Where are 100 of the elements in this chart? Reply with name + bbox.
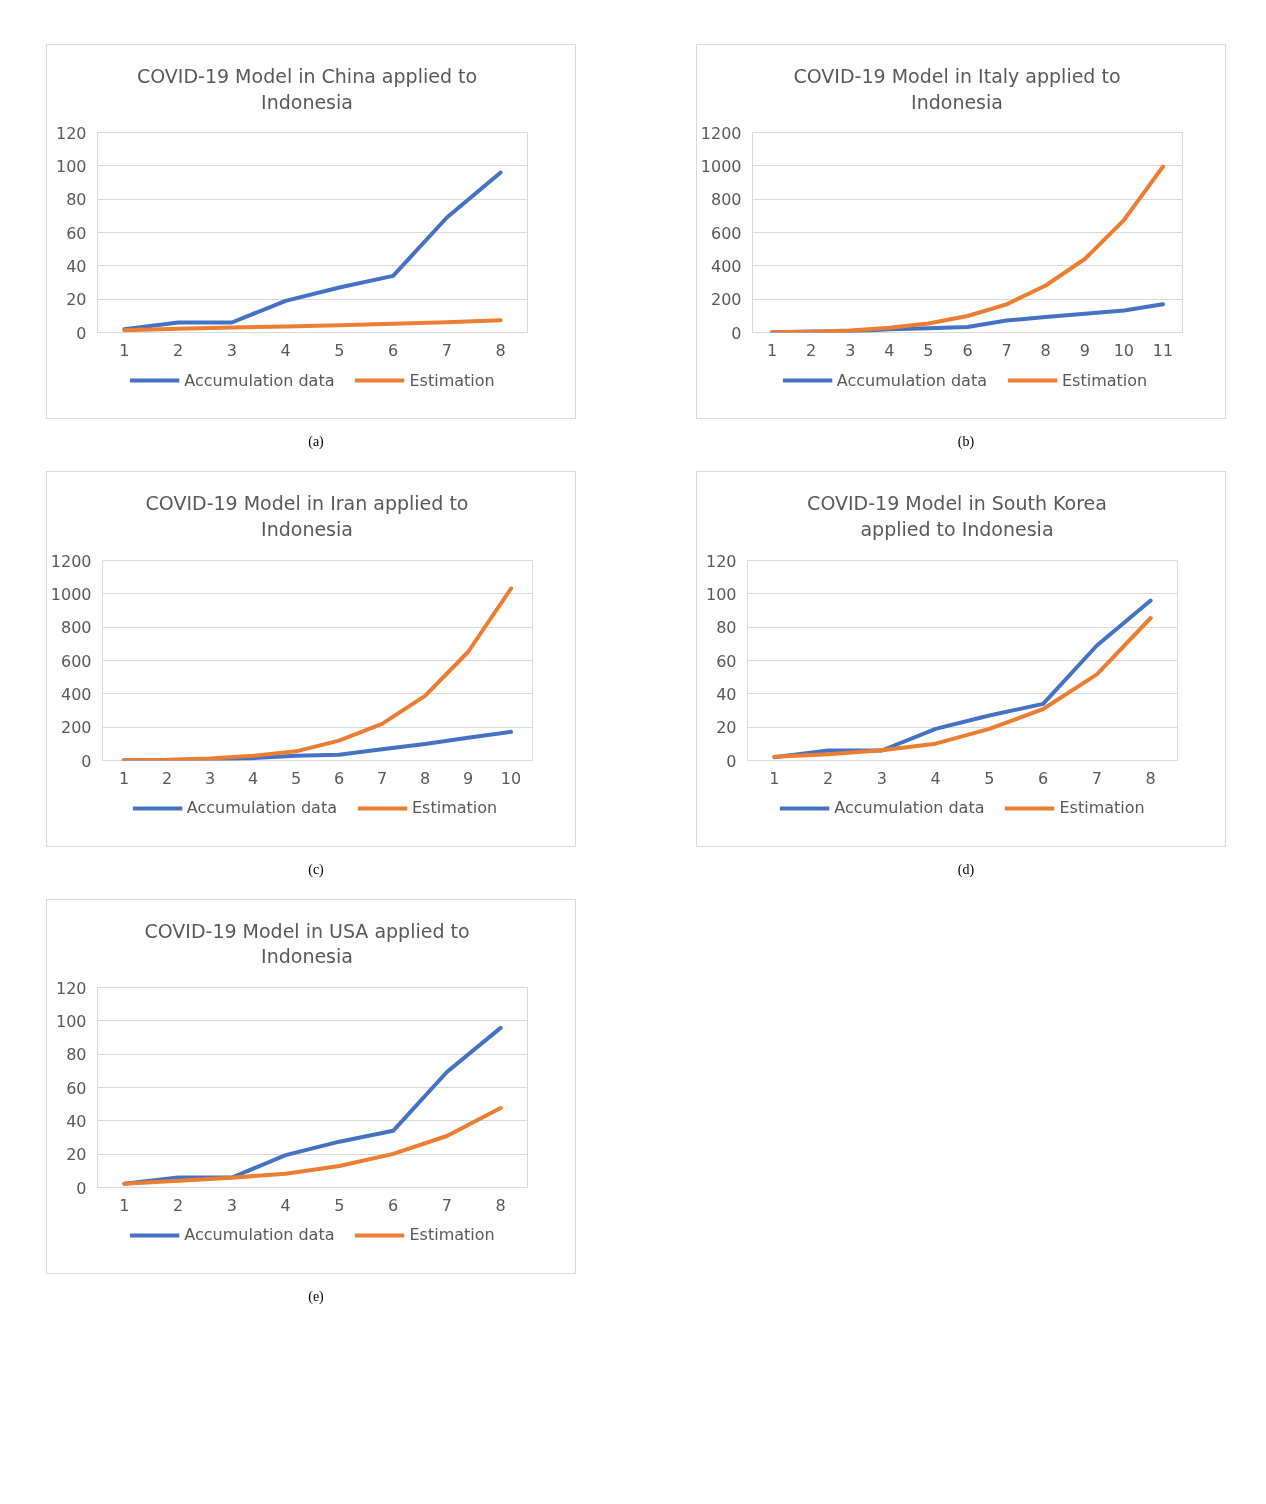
x-tick-label: 8 — [419, 768, 431, 788]
legend-label: Estimation — [1061, 370, 1148, 390]
y-tick-label: 40 — [66, 257, 87, 277]
legend-label: Estimation — [411, 798, 498, 818]
x-tick-label: 5 — [334, 340, 345, 360]
y-tick-label: 800 — [60, 617, 92, 637]
y-tick-label: 120 — [55, 978, 87, 998]
legend-label: Estimation — [409, 1225, 495, 1245]
y-tick-label: 400 — [60, 684, 92, 704]
legend-label: Accumulation data — [836, 370, 987, 390]
y-tick-label: 60 — [66, 1078, 87, 1098]
text: (d) — [957, 860, 975, 879]
chart-title: COVID-19 Model in USA applied to Indonesia — [144, 918, 470, 970]
line-series — [122, 1105, 503, 1186]
x-tick-label: 7 — [1091, 768, 1102, 788]
x-tick-label: 8 — [495, 340, 506, 360]
x-tick-label: 8 — [1040, 340, 1051, 360]
legend-label: Estimation — [1059, 798, 1145, 818]
x-tick-label: 7 — [441, 1195, 452, 1215]
y-tick-label: 600 — [60, 651, 92, 671]
x-tick-label: 7 — [441, 340, 452, 360]
legend-label: Estimation — [409, 370, 495, 390]
text: (e) — [308, 1287, 324, 1306]
x-tick-label: 7 — [376, 768, 388, 788]
chart-title: COVID-19 Model in Iran applied to Indonesia — [145, 491, 469, 542]
y-tick-label: 100 — [55, 1011, 87, 1031]
line-series — [122, 170, 503, 332]
x-tick-label: 11 — [1152, 340, 1174, 360]
x-tick-label: 4 — [280, 340, 291, 360]
y-tick-label: 200 — [710, 290, 742, 310]
x-tick-label: 8 — [1145, 768, 1156, 788]
x-tick-label: 7 — [1001, 340, 1012, 360]
y-tick-label: 100 — [705, 584, 737, 604]
text: (c) — [308, 860, 324, 879]
x-tick-label: 2 — [806, 340, 817, 360]
x-tick-label: 3 — [876, 768, 887, 788]
x-tick-label: 1 — [119, 1195, 130, 1215]
x-tick-label: 3 — [226, 340, 237, 360]
y-tick-label: 20 — [716, 717, 737, 737]
y-tick-label: 600 — [710, 223, 742, 243]
x-tick-label: 4 — [280, 1195, 291, 1215]
y-tick-label: 1000 — [50, 584, 92, 604]
x-tick-label: 5 — [984, 768, 995, 788]
x-tick-label: 6 — [388, 1195, 399, 1215]
x-tick-label: 6 — [1038, 768, 1049, 788]
x-tick-label: 4 — [930, 768, 941, 788]
x-tick-label: 5 — [334, 1195, 345, 1215]
chart-title: COVID-19 Model in South Korea applied to Indonesia — [807, 491, 1107, 542]
legend-label: Accumulation data — [186, 798, 337, 818]
legend-label: Accumulation data — [184, 1225, 335, 1245]
y-tick-label: 60 — [716, 651, 737, 671]
x-tick-label: 2 — [823, 768, 834, 788]
x-tick-label: 2 — [173, 1195, 184, 1215]
x-tick-label: 8 — [495, 1195, 506, 1215]
y-tick-label: 60 — [66, 223, 87, 243]
legend-label: Accumulation data — [184, 370, 335, 390]
y-tick-label: 100 — [55, 157, 87, 177]
y-tick-label: 80 — [66, 1045, 87, 1065]
x-tick-label: 5 — [290, 768, 302, 788]
x-tick-label: 1 — [766, 340, 778, 360]
legend-label: Accumulation data — [834, 798, 985, 818]
line-series — [122, 586, 513, 761]
text: (b) — [957, 433, 975, 452]
y-tick-label: 40 — [716, 684, 737, 704]
line-series — [770, 164, 1165, 333]
y-tick-label: 40 — [66, 1111, 87, 1131]
y-tick-label: 200 — [60, 717, 92, 737]
x-tick-label: 1 — [769, 768, 780, 788]
y-tick-label: 80 — [716, 617, 737, 637]
x-tick-label: 9 — [1079, 340, 1090, 360]
y-tick-label: 1200 — [50, 551, 92, 571]
chart-title: COVID-19 Model in China applied to Indonesia — [136, 64, 478, 115]
x-tick-label: 5 — [923, 340, 934, 360]
x-tick-label: 3 — [845, 340, 856, 360]
x-tick-label: 4 — [247, 768, 259, 788]
x-tick-label: 1 — [118, 768, 130, 788]
y-tick-label: 400 — [710, 257, 742, 277]
y-tick-label: 120 — [55, 123, 87, 143]
y-tick-label: 20 — [66, 1145, 87, 1165]
x-tick-label: 1 — [119, 340, 130, 360]
y-tick-label: 0 — [76, 1178, 87, 1198]
x-tick-label: 9 — [462, 768, 474, 788]
y-tick-label: 80 — [66, 190, 87, 210]
x-tick-label: 6 — [962, 340, 973, 360]
x-tick-label: 6 — [333, 768, 345, 788]
x-tick-label: 3 — [226, 1195, 237, 1215]
y-tick-label: 0 — [81, 751, 92, 771]
y-tick-label: 120 — [705, 551, 737, 571]
text: (a) — [308, 433, 324, 452]
y-tick-label: 800 — [710, 190, 742, 210]
x-tick-label: 2 — [161, 768, 173, 788]
x-tick-label: 4 — [884, 340, 895, 360]
y-tick-label: 0 — [731, 323, 742, 343]
x-tick-label: 10 — [1113, 340, 1135, 360]
y-tick-label: 1000 — [700, 157, 742, 177]
line-series — [122, 318, 503, 333]
y-tick-label: 0 — [76, 323, 87, 343]
x-tick-label: 10 — [500, 768, 522, 788]
y-tick-label: 1200 — [700, 123, 742, 143]
y-tick-label: 20 — [66, 290, 87, 310]
